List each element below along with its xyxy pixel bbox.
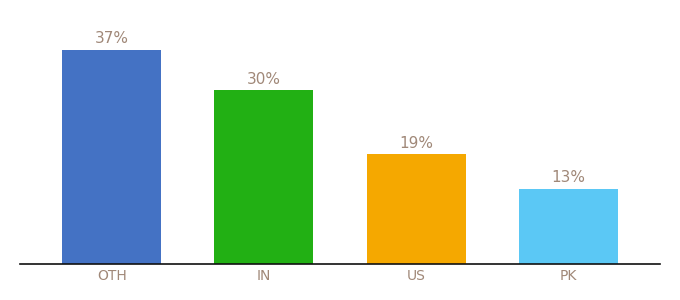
Text: 30%: 30% bbox=[247, 72, 281, 87]
Bar bbox=[367, 154, 466, 264]
Text: 37%: 37% bbox=[95, 32, 129, 46]
Text: 13%: 13% bbox=[551, 170, 585, 185]
Bar bbox=[63, 50, 161, 264]
Bar bbox=[519, 189, 617, 264]
Bar bbox=[214, 90, 313, 264]
Text: 19%: 19% bbox=[399, 136, 433, 151]
